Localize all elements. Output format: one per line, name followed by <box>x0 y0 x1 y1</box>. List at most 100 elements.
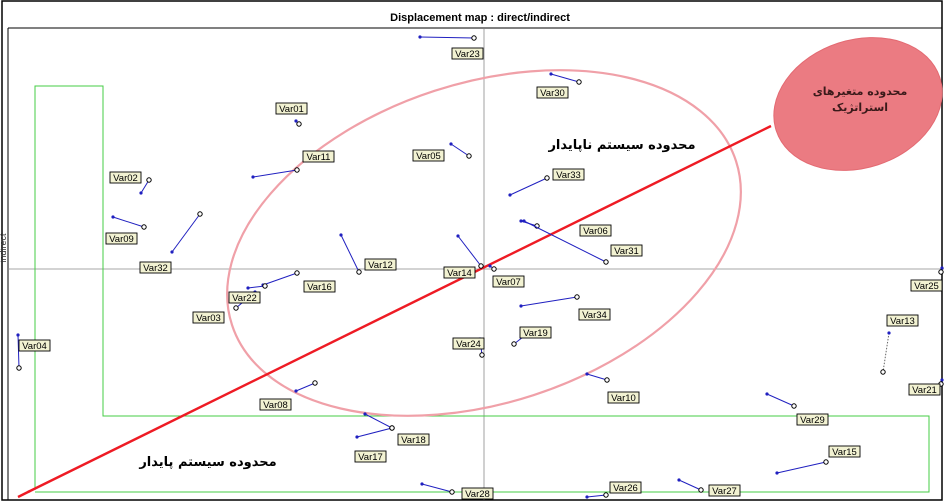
label-box-var09 <box>105 232 138 245</box>
direct-point-var32 <box>170 250 174 254</box>
direct-point-var21 <box>940 378 944 382</box>
unstable-zone-caption: محدوده سیستم ناپایدار <box>547 138 695 153</box>
direct-point-var22 <box>246 286 250 290</box>
indirect-point-var34 <box>574 294 580 300</box>
label-box-var17 <box>354 450 387 463</box>
label-box-var15 <box>828 445 861 458</box>
label-var29: Var29 <box>800 415 825 426</box>
vector-var10 <box>586 373 608 381</box>
direct-point-var04 <box>16 333 20 337</box>
strategic-zone-caption-line2: استراتژیک <box>832 101 888 114</box>
indirect-point-var32 <box>197 211 203 217</box>
label-box-var19 <box>519 326 552 339</box>
direct-point-var17 <box>355 435 359 439</box>
indirect-point-var08 <box>312 380 318 386</box>
direct-point-var18 <box>363 412 367 416</box>
label-var27: Var27 <box>712 486 737 497</box>
indirect-point-var22 <box>262 283 268 289</box>
indirect-point-var23 <box>471 35 477 41</box>
indirect-point-var12 <box>356 269 362 275</box>
label-box-var24 <box>452 337 485 350</box>
indirect-point-var16 <box>294 270 300 276</box>
direct-point-var07 <box>488 264 492 268</box>
label-var11: Var11 <box>307 152 331 163</box>
label-var13: Var13 <box>890 316 915 327</box>
direct-point-var30 <box>549 72 553 76</box>
label-var17: Var17 <box>358 452 383 463</box>
label-box-var27 <box>708 484 741 497</box>
label-box-var04 <box>18 339 51 352</box>
indirect-point-var29 <box>791 403 797 409</box>
indirect-point-var24 <box>479 352 485 358</box>
label-var14: Var14 <box>447 268 472 279</box>
indirect-point-var31 <box>603 259 609 265</box>
label-var09: Var09 <box>109 234 134 245</box>
label-box-var01 <box>275 102 308 115</box>
strategic-zone-caption-line1: محدوده متغیرهای <box>813 85 908 98</box>
label-box-var23 <box>451 47 484 60</box>
label-box-var33 <box>552 168 585 181</box>
label-var10: Var10 <box>611 393 636 404</box>
indirect-point-var01 <box>296 121 302 127</box>
label-var19: Var19 <box>523 328 548 339</box>
stable-zone-caption: محدوده سیستم پایدار <box>138 455 276 470</box>
label-box-var06 <box>579 224 612 237</box>
label-var21: Var21 <box>912 385 937 396</box>
label-box-var21 <box>908 383 941 396</box>
label-box-var07 <box>492 275 525 288</box>
indirect-point-var15 <box>823 459 829 465</box>
label-box-var18 <box>397 433 430 446</box>
label-var31: Var31 <box>614 246 639 257</box>
stable-zone-boundary <box>34 85 930 493</box>
vector-var31 <box>523 220 607 263</box>
vector-var04 <box>17 334 20 369</box>
direct-point-var10 <box>585 372 589 376</box>
chart-title: Displacement map : direct/indirect <box>390 12 570 24</box>
indirect-point-var13 <box>880 369 886 375</box>
direct-point-var26 <box>585 495 589 499</box>
vector-var12 <box>340 234 360 273</box>
label-box-var29 <box>796 413 829 426</box>
label-var06: Var06 <box>583 226 608 237</box>
vector-var14 <box>457 235 482 267</box>
direct-point-var09 <box>111 215 115 219</box>
label-box-var05 <box>412 149 445 162</box>
label-box-var12 <box>364 258 397 271</box>
label-box-var16 <box>303 280 336 293</box>
label-box-var22 <box>228 291 261 304</box>
label-box-var34 <box>578 308 611 321</box>
label-var30: Var30 <box>540 88 565 99</box>
indirect-point-var07 <box>491 266 497 272</box>
indirect-point-var05 <box>466 153 472 159</box>
vector-var30 <box>550 73 580 83</box>
label-var05: Var05 <box>416 151 441 162</box>
label-box-var11 <box>302 150 335 163</box>
indirect-point-var19 <box>511 341 517 347</box>
label-box-var13 <box>886 314 919 327</box>
label-var26: Var26 <box>613 483 638 494</box>
vector-var26 <box>586 494 607 498</box>
direct-point-var05 <box>449 142 453 146</box>
label-box-var28 <box>461 487 494 500</box>
indirect-point-var30 <box>576 79 582 85</box>
vector-var33 <box>509 177 548 196</box>
label-var22: Var22 <box>232 293 257 304</box>
vector-var32 <box>171 213 201 253</box>
label-var25: Var25 <box>914 281 939 292</box>
direct-point-var27 <box>677 478 681 482</box>
label-var08: Var08 <box>263 400 288 411</box>
vector-var09 <box>112 216 145 228</box>
vector-var15 <box>776 461 827 474</box>
vector-var05 <box>450 143 470 157</box>
direct-point-var06 <box>519 219 523 223</box>
label-box-var08 <box>259 398 292 411</box>
direct-point-var11 <box>251 175 255 179</box>
vector-var23 <box>419 36 475 39</box>
vector-var16 <box>262 272 298 286</box>
label-box-var32 <box>139 261 172 274</box>
indirect-point-var04 <box>16 365 22 371</box>
vector-var18 <box>364 413 393 429</box>
strategic-zone-blob <box>773 37 943 171</box>
y-axis-label: indirect <box>0 233 8 263</box>
